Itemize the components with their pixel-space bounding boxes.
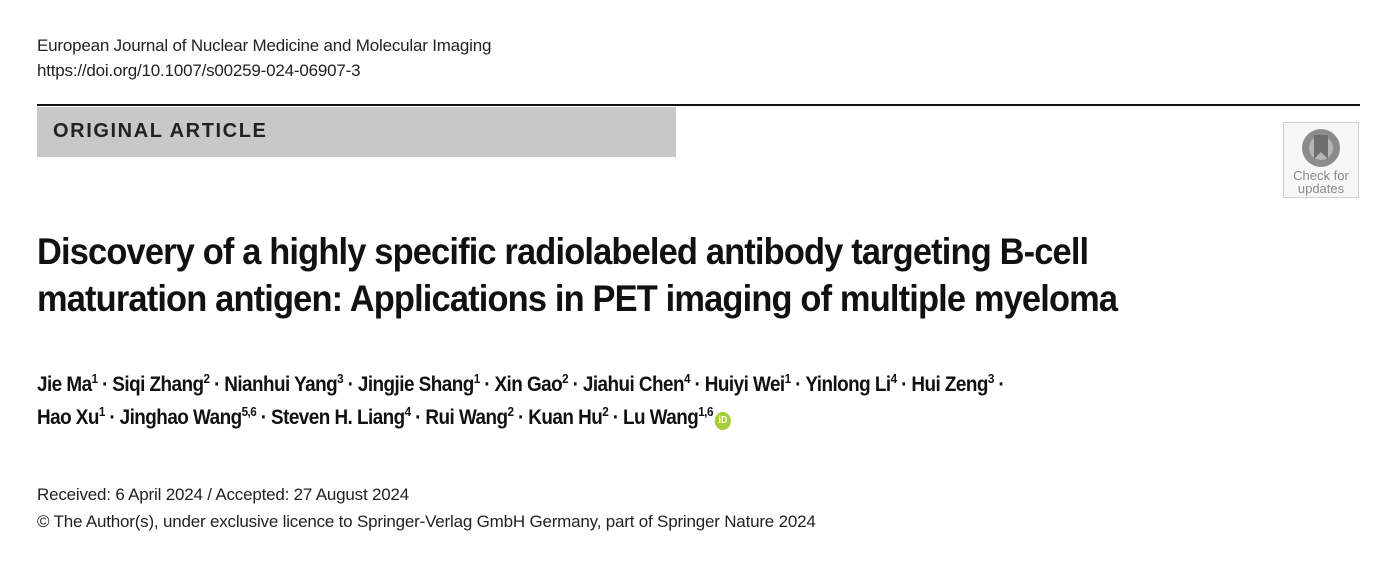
- author-separator: ·: [572, 373, 579, 396]
- author-name: Jie Ma: [37, 373, 92, 396]
- check-for-updates-line1: Check for: [1293, 168, 1349, 183]
- article-title: Discovery of a highly specific radiolabe…: [37, 228, 1246, 322]
- author-affiliation: 4: [404, 404, 411, 419]
- author-name: Jiahui Chen: [582, 373, 685, 396]
- title-line-2: maturation antigen: Applications in PET …: [37, 278, 1118, 319]
- author[interactable]: Jinghao Wang5,6: [119, 404, 257, 429]
- author-separator: ·: [213, 373, 220, 396]
- author-name: Kuan Hu: [528, 406, 603, 429]
- author-name: Nianhui Yang: [224, 373, 338, 396]
- check-for-updates-button[interactable]: Check for updates: [1283, 122, 1359, 198]
- author-list: Jie Ma1 · Siqi Zhang2 · Nianhui Yang3 · Jingji…: [37, 368, 1333, 434]
- author-affiliation: 5,6: [241, 404, 257, 419]
- author[interactable]: Huiyi Wei1: [704, 371, 791, 396]
- author-separator: ·: [518, 406, 524, 429]
- author[interactable]: Hao Xu1: [37, 404, 105, 429]
- author-separator: ·: [484, 373, 490, 396]
- author-separator: ·: [102, 373, 108, 396]
- orcid-icon[interactable]: iD: [714, 412, 731, 430]
- section-label: ORIGINAL ARTICLE: [53, 120, 268, 142]
- author-affiliation: 1,6: [698, 404, 713, 419]
- copyright: © The Author(s), under exclusive licence…: [37, 512, 816, 531]
- author-name: Huiyi Wei: [704, 373, 785, 396]
- author[interactable]: Steven H. Liang4: [271, 404, 411, 429]
- author-affiliation: 1: [784, 371, 791, 386]
- journal-name: European Journal of Nuclear Medicine and…: [37, 36, 492, 55]
- author[interactable]: Siqi Zhang2: [112, 371, 210, 396]
- author-name: Hao Xu: [37, 406, 99, 429]
- author-name: Jinghao Wang: [119, 406, 243, 429]
- author[interactable]: Nianhui Yang3: [224, 371, 344, 396]
- author-name: Xin Gao: [494, 373, 563, 396]
- author-affiliation: 2: [602, 404, 609, 419]
- author[interactable]: Jingjie Shang1: [357, 371, 480, 396]
- title-line-1: Discovery of a highly specific radiolabe…: [37, 231, 1089, 272]
- author-separator: ·: [109, 406, 116, 429]
- author-separator: ·: [694, 373, 701, 396]
- author-affiliation: 4: [684, 371, 691, 386]
- author[interactable]: Xin Gao2: [494, 371, 569, 396]
- author[interactable]: Yinlong Li4: [805, 371, 897, 396]
- author-separator: ·: [347, 373, 354, 396]
- author-affiliation: 2: [562, 371, 569, 386]
- author-separator: ·: [415, 406, 421, 429]
- author-affiliation: 4: [890, 371, 897, 386]
- author-name: Hui Zeng: [911, 373, 988, 396]
- author-affiliation: 3: [987, 371, 994, 386]
- author[interactable]: Rui Wang2: [425, 404, 514, 429]
- author-separator: ·: [901, 373, 907, 396]
- author-affiliation: 1: [473, 371, 480, 386]
- section-label-box: ORIGINAL ARTICLE: [37, 107, 676, 157]
- author[interactable]: Hui Zeng3: [911, 371, 994, 396]
- author-name: Yinlong Li: [805, 373, 891, 396]
- bookmark-circle-icon: [1302, 129, 1340, 167]
- author-name: Jingjie Shang: [357, 373, 474, 396]
- check-for-updates-line2: updates: [1297, 181, 1345, 196]
- doi-link[interactable]: https://doi.org/10.1007/s00259-024-06907…: [37, 61, 361, 80]
- author-affiliation: 1: [98, 404, 105, 419]
- author-name: Rui Wang: [425, 406, 508, 429]
- author-affiliation: 2: [203, 371, 210, 386]
- author[interactable]: Lu Wang1,6iD: [622, 404, 731, 430]
- author-separator: ·: [612, 406, 619, 429]
- received-accepted: Received: 6 April 2024 / Accepted: 27 Au…: [37, 485, 410, 504]
- author-name: Lu Wang: [622, 406, 699, 429]
- header-rule: [37, 104, 1360, 106]
- journal-header: European Journal of Nuclear Medicine and…: [37, 33, 491, 83]
- author[interactable]: Jiahui Chen4: [582, 371, 691, 396]
- author-separator: ·: [260, 406, 267, 429]
- author-affiliation: 2: [507, 404, 514, 419]
- author-separator: ·: [998, 373, 1005, 396]
- article-dates: Received: 6 April 2024 / Accepted: 27 Au…: [37, 481, 816, 535]
- author-name: Steven H. Liang: [271, 406, 405, 429]
- author[interactable]: Kuan Hu2: [528, 404, 609, 429]
- author-affiliation: 1: [91, 371, 98, 386]
- author-separator: ·: [795, 373, 801, 396]
- author[interactable]: Jie Ma1: [37, 371, 98, 396]
- author-name: Siqi Zhang: [112, 373, 204, 396]
- author-affiliation: 3: [337, 371, 344, 386]
